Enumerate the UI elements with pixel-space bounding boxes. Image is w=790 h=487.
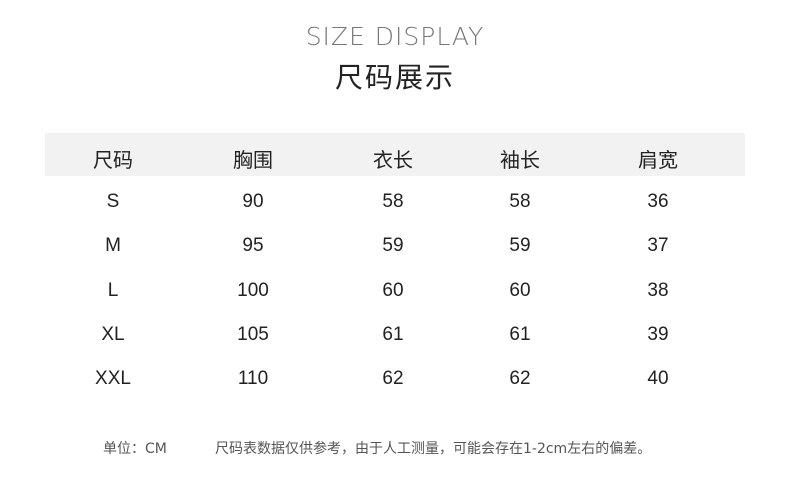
- table-cell: 38: [647, 280, 669, 301]
- table-cell: 90: [242, 191, 264, 212]
- title-english: SIZE DISPLAY: [305, 22, 485, 51]
- column-header: 尺码: [93, 150, 133, 172]
- table-cell: 36: [647, 191, 669, 212]
- table-cell: 39: [647, 324, 669, 345]
- table-cell: 95: [242, 235, 264, 256]
- table-cell: 110: [237, 368, 269, 389]
- table-cell: 61: [382, 324, 404, 345]
- table-cell: M: [105, 235, 121, 256]
- table-cell: 62: [382, 368, 404, 389]
- table-cell: S: [106, 191, 120, 212]
- unit-note: 单位：CM: [103, 441, 167, 457]
- column-header: 胸围: [233, 150, 273, 172]
- table-cell: L: [107, 280, 119, 301]
- column-header: 肩宽: [638, 150, 678, 172]
- table-cell: XXL: [95, 368, 131, 389]
- table-cell: 62: [509, 368, 531, 389]
- table-cell: 105: [237, 324, 269, 345]
- table-header-band: [45, 133, 745, 176]
- title-chinese: 尺码展示: [334, 61, 455, 94]
- table-cell: 40: [647, 368, 669, 389]
- column-header: 袖长: [500, 150, 540, 172]
- table-cell: 59: [509, 235, 531, 256]
- table-cell: XL: [101, 324, 125, 345]
- table-cell: 58: [382, 191, 404, 212]
- table-cell: 59: [382, 235, 404, 256]
- table-cell: 60: [509, 280, 531, 301]
- table-cell: 60: [382, 280, 404, 301]
- table-cell: 100: [237, 280, 269, 301]
- disclaimer-note: 尺码表数据仅供参考，由于人工测量，可能会存在1-2cm左右的偏差。: [215, 441, 652, 457]
- table-cell: 37: [647, 235, 669, 256]
- column-header: 衣长: [373, 150, 413, 172]
- table-cell: 58: [509, 191, 531, 212]
- table-cell: 61: [509, 324, 531, 345]
